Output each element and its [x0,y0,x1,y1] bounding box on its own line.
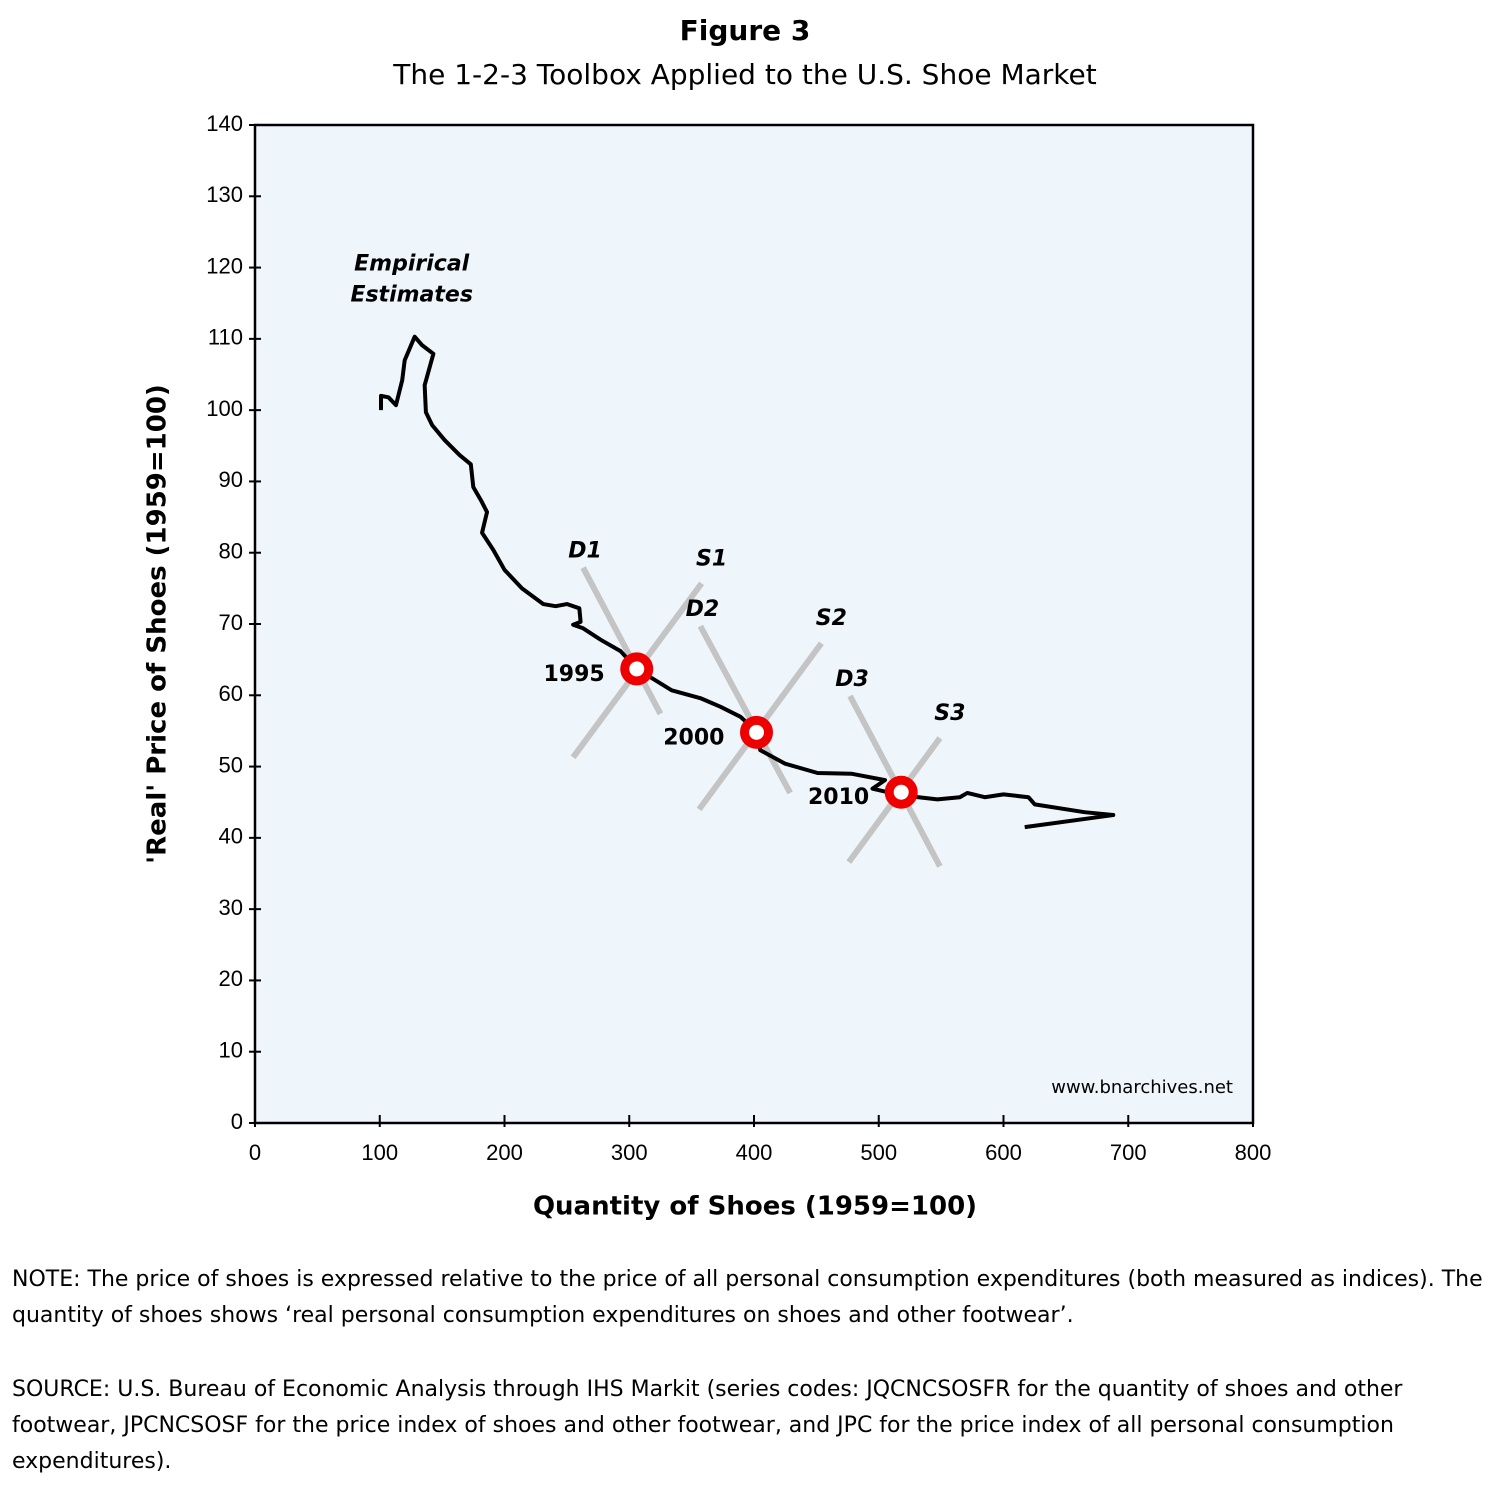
x-tick-label: 800 [1235,1140,1272,1165]
x-tick-label: 0 [249,1140,261,1165]
x-tick-label: 300 [611,1140,648,1165]
curve [697,624,793,795]
x-tick-label: 500 [860,1140,897,1165]
x-tick-label: 700 [1110,1140,1147,1165]
source: SOURCE: U.S. Bureau of Economic Analysis… [12,1377,1403,1474]
line-annotation: Estimates [350,283,472,308]
point-marker [739,715,773,749]
point-marker [884,775,918,809]
point-label: 1995 [544,662,605,687]
note: NOTE: The price of shoes is expressed re… [12,1267,1483,1328]
y-tick-label: 70 [219,610,243,635]
line [378,334,1116,830]
x-tick-label: 400 [736,1140,773,1165]
y-tick-label: 90 [219,467,243,492]
x-tick-label: 200 [486,1140,523,1165]
chart-title: Figure 3 [680,14,811,47]
curve-label: D2 [686,597,720,622]
y-tick-label: 40 [219,824,243,849]
point-marker [620,652,654,686]
curve-label: D1 [568,539,602,564]
y-tick-label: 20 [219,966,243,991]
y-tick-label: 0 [231,1109,243,1134]
x-axis-label: Quantity of Shoes (1959=100) [533,1192,977,1222]
y-tick-label: 120 [206,253,243,278]
line-annotation: Empirical [354,252,470,277]
plot-area [253,123,1255,1125]
x-tick-label: 600 [985,1140,1022,1165]
x-tick-label: 100 [361,1140,398,1165]
y-tick-label: 30 [219,895,243,920]
curve-label: S2 [816,606,847,631]
y-tick-label: 60 [219,681,243,706]
y-tick-label: 140 [206,111,243,136]
y-tick-label: 100 [206,396,243,421]
chart: Figure 3 The 1-2-3 Toolbox Applied to th… [143,14,1272,1222]
y-axis-label: 'Real' Price of Shoes (1959=100) [143,384,173,864]
point-label: 2010 [808,785,869,810]
curve [580,566,664,716]
watermark: www.bnarchives.net [1051,1077,1233,1098]
y-tick-label: 10 [219,1038,243,1063]
y-tick-label: 80 [219,539,243,564]
y-tick-label: 50 [219,752,243,777]
curve-label: S3 [934,701,965,726]
curve-label: D3 [835,667,869,692]
curve-label: S1 [696,546,727,571]
y-tick-label: 110 [208,325,243,350]
y-tick-label: 130 [206,182,243,207]
point-label: 2000 [663,725,724,750]
chart-subtitle: The 1-2-3 Toolbox Applied to the U.S. Sh… [392,58,1096,91]
